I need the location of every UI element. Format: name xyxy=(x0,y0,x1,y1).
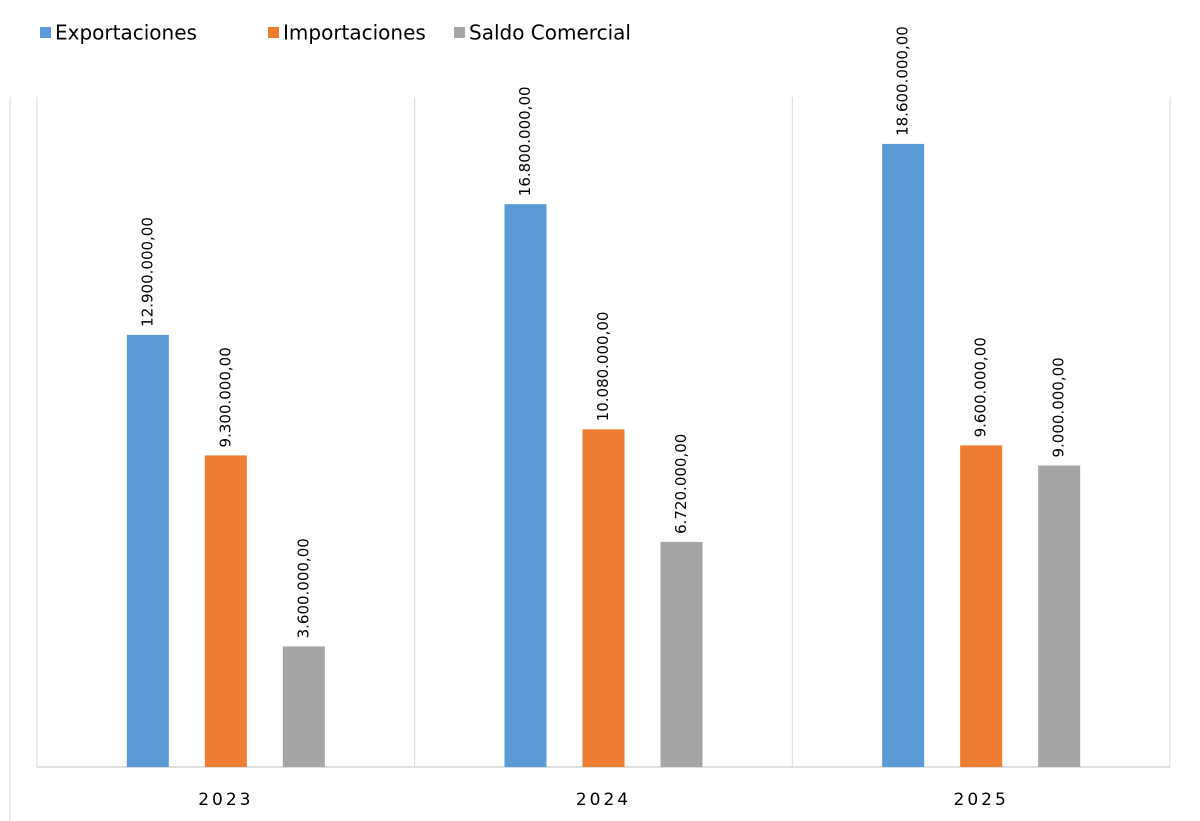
data-label: 18.600.000,00 xyxy=(894,26,912,136)
legend-swatch xyxy=(268,27,279,38)
legend-swatch xyxy=(40,27,51,38)
bar xyxy=(126,334,169,767)
bar xyxy=(660,541,703,767)
legend-label: Saldo Comercial xyxy=(469,21,631,45)
x-tick-label: 2025 xyxy=(954,790,1009,810)
legend-label: Importaciones xyxy=(283,21,426,45)
x-tick-label: 2023 xyxy=(198,790,253,810)
data-label: 6.720.000,00 xyxy=(672,434,690,534)
bar xyxy=(504,204,547,767)
bar xyxy=(960,445,1003,767)
bar xyxy=(282,646,325,767)
bar xyxy=(582,429,625,767)
bar xyxy=(204,455,247,767)
data-label: 10.080.000,00 xyxy=(594,312,612,422)
data-label: 16.800.000,00 xyxy=(516,86,534,196)
x-tick-label: 2024 xyxy=(576,790,631,810)
data-label: 9.300.000,00 xyxy=(216,347,234,447)
data-label: 9.000.000,00 xyxy=(1050,357,1068,457)
legend-label: Exportaciones xyxy=(55,21,197,45)
data-label: 9.600.000,00 xyxy=(972,337,990,437)
legend-swatch xyxy=(454,27,465,38)
bar xyxy=(1038,465,1081,767)
bar xyxy=(882,143,925,767)
data-label: 12.900.000,00 xyxy=(138,217,156,327)
data-label: 3.600.000,00 xyxy=(294,538,312,638)
